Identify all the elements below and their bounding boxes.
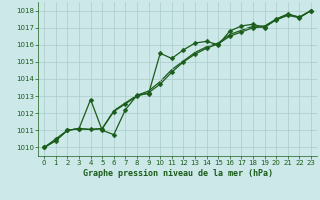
X-axis label: Graphe pression niveau de la mer (hPa): Graphe pression niveau de la mer (hPa) xyxy=(83,169,273,178)
